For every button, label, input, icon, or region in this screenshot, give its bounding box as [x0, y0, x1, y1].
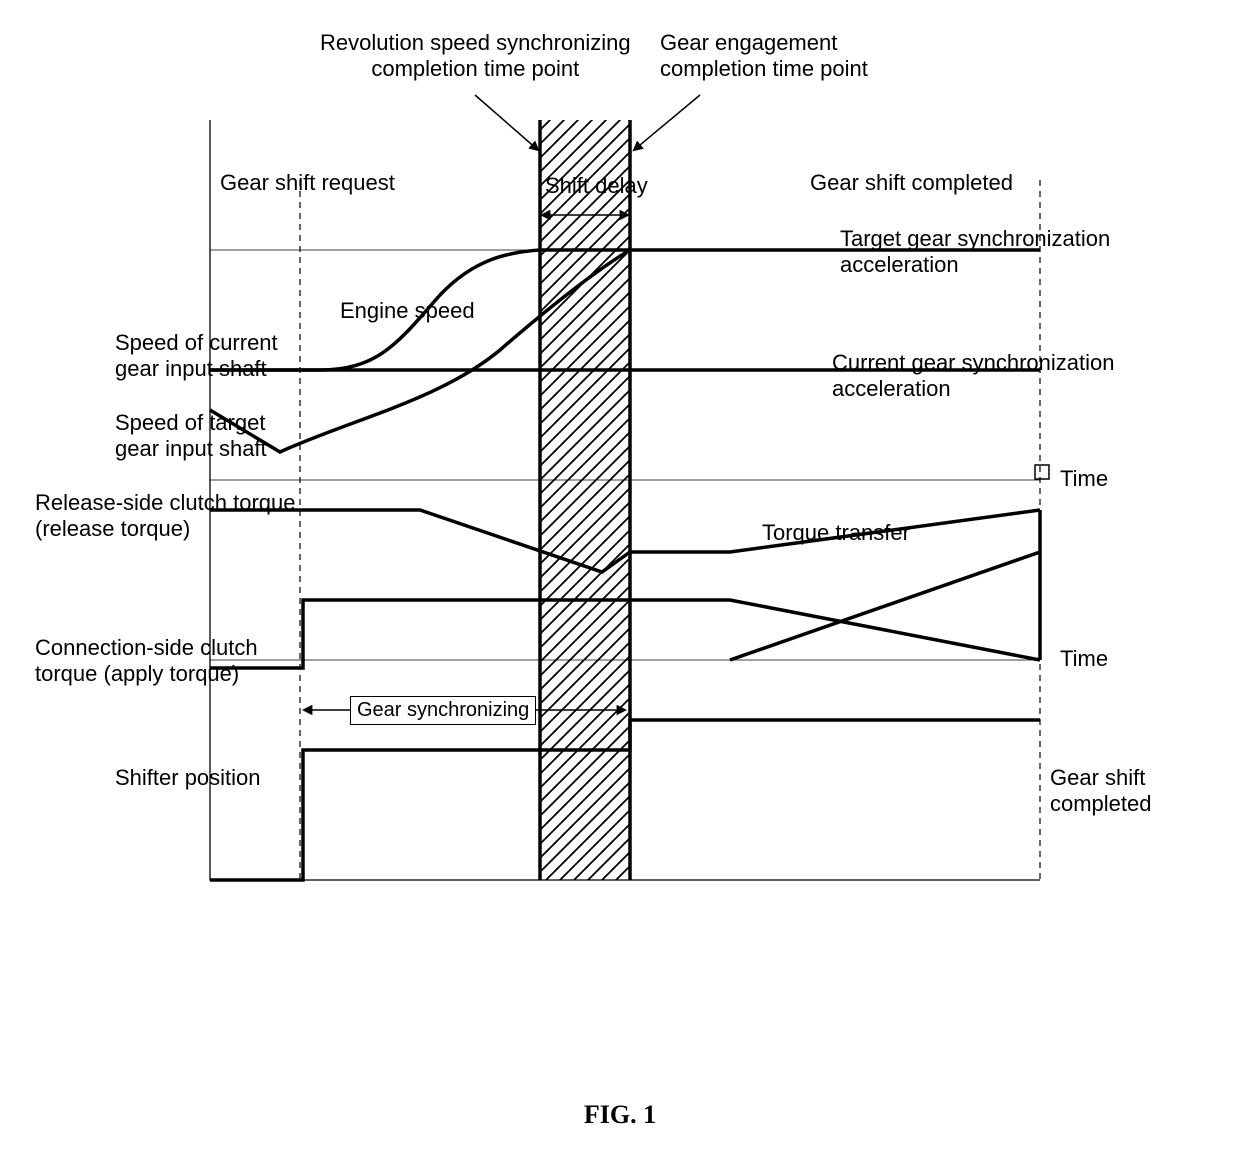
label-release-torque: Release-side clutch torque (release torq… [35, 490, 295, 542]
label-shifter-position: Shifter position [115, 765, 261, 791]
arrow-gear-eng [634, 95, 700, 150]
label-current-sync: Current gear synchronization acceleratio… [832, 350, 1114, 402]
label-gear-shift-completed-bot: Gear shift completed [1050, 765, 1152, 817]
label-shift-delay: Shift delay [545, 173, 648, 199]
label-gear-shift-completed-top: Gear shift completed [810, 170, 1013, 196]
label-gear-synchronizing: Gear synchronizing [350, 696, 536, 725]
figure-caption: FIG. 1 [20, 1100, 1220, 1130]
shift-delay-region [540, 120, 630, 880]
arrow-rev-sync [475, 95, 538, 150]
label-time-2: Time [1060, 646, 1108, 672]
label-speed-target: Speed of target gear input shaft [115, 410, 267, 462]
label-speed-current: Speed of current gear input shaft [115, 330, 278, 382]
label-gear-shift-request: Gear shift request [220, 170, 395, 196]
torque-transfer-up [730, 552, 1040, 660]
label-engine-speed: Engine speed [340, 298, 475, 324]
figure-container: Revolution speed synchronizing completio… [20, 20, 1220, 1070]
label-target-sync: Target gear synchronization acceleration [840, 226, 1110, 278]
time-marker [1035, 465, 1049, 479]
label-time-1: Time [1060, 466, 1108, 492]
label-apply-torque: Connection-side clutch torque (apply tor… [35, 635, 258, 687]
label-gear-eng: Gear engagement completion time point [660, 30, 868, 82]
label-torque-transfer: Torque transfer [762, 520, 910, 546]
label-rev-sync: Revolution speed synchronizing completio… [320, 30, 631, 82]
